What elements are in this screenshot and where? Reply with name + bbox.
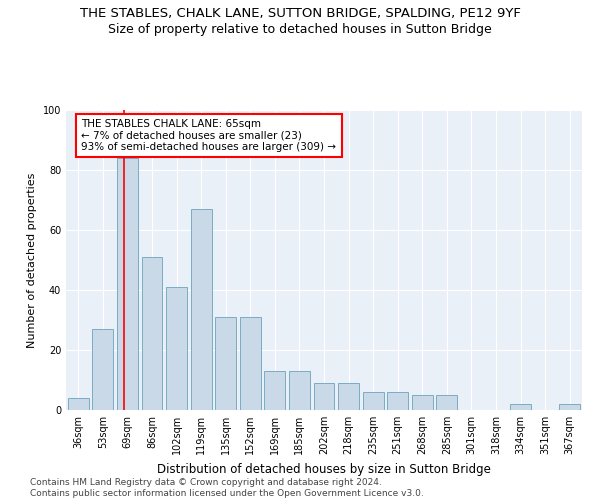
Bar: [436, 395, 457, 410]
Bar: [265, 371, 286, 410]
Bar: [166, 287, 187, 410]
Text: Size of property relative to detached houses in Sutton Bridge: Size of property relative to detached ho…: [108, 22, 492, 36]
Bar: [412, 395, 433, 410]
Bar: [559, 404, 580, 410]
Text: THE STABLES, CHALK LANE, SUTTON BRIDGE, SPALDING, PE12 9YF: THE STABLES, CHALK LANE, SUTTON BRIDGE, …: [80, 8, 520, 20]
Bar: [117, 158, 138, 410]
Text: Contains HM Land Registry data © Crown copyright and database right 2024.
Contai: Contains HM Land Registry data © Crown c…: [30, 478, 424, 498]
Bar: [191, 209, 212, 410]
Bar: [510, 404, 531, 410]
Bar: [338, 383, 359, 410]
Bar: [362, 392, 383, 410]
Bar: [289, 371, 310, 410]
Bar: [68, 398, 89, 410]
Y-axis label: Number of detached properties: Number of detached properties: [27, 172, 37, 348]
Bar: [142, 257, 163, 410]
Bar: [314, 383, 334, 410]
Text: THE STABLES CHALK LANE: 65sqm
← 7% of detached houses are smaller (23)
93% of se: THE STABLES CHALK LANE: 65sqm ← 7% of de…: [82, 119, 337, 152]
Bar: [387, 392, 408, 410]
X-axis label: Distribution of detached houses by size in Sutton Bridge: Distribution of detached houses by size …: [157, 462, 491, 475]
Bar: [240, 317, 261, 410]
Bar: [92, 329, 113, 410]
Bar: [215, 317, 236, 410]
